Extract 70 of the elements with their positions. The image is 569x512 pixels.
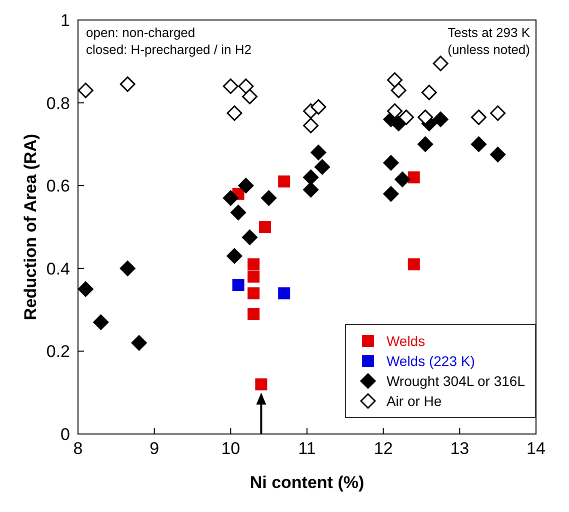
point	[226, 248, 242, 264]
point	[303, 118, 319, 134]
point	[421, 84, 437, 100]
x-tick-label: 13	[450, 439, 470, 458]
x-tick-label: 14	[526, 439, 546, 458]
point	[310, 99, 326, 115]
y-tick-label: 0.2	[46, 342, 70, 362]
point	[398, 110, 414, 126]
point	[390, 82, 406, 98]
legend-label: Welds (223 K)	[386, 353, 475, 369]
point	[238, 78, 254, 94]
point	[232, 278, 244, 291]
point	[303, 170, 319, 186]
y-tick-label: 0.4	[46, 259, 70, 278]
point	[120, 260, 136, 276]
point	[255, 378, 268, 390]
point	[432, 112, 448, 128]
point	[490, 105, 506, 121]
point	[238, 178, 254, 194]
point	[310, 144, 326, 160]
point	[432, 56, 448, 72]
y-tick-label: 0	[60, 425, 70, 444]
point	[242, 230, 258, 246]
point	[418, 136, 434, 152]
legend-label: Welds	[386, 333, 426, 349]
y-tick-label: 1	[60, 11, 70, 30]
x-tick-label: 8	[73, 439, 83, 458]
point	[383, 155, 399, 171]
point	[387, 103, 403, 119]
annotation: open: non-charged closed: H-precharged / in H2	[86, 24, 252, 58]
point	[408, 258, 420, 270]
x-tick-label: 11	[298, 439, 316, 458]
point	[490, 146, 506, 162]
point	[78, 281, 94, 297]
point	[278, 287, 290, 300]
point	[248, 258, 260, 270]
point	[248, 308, 260, 320]
point	[394, 172, 410, 188]
point	[222, 78, 238, 94]
legend-label: Air or He	[386, 393, 442, 409]
point	[230, 204, 246, 220]
point	[278, 175, 290, 188]
point	[248, 287, 260, 300]
point	[314, 159, 330, 175]
point	[471, 110, 486, 126]
point	[383, 186, 399, 202]
point	[418, 110, 434, 126]
x-axis-title: Ni content (%)	[250, 473, 364, 492]
x-tick-label: 9	[150, 439, 160, 458]
point	[387, 72, 403, 88]
point	[131, 335, 147, 351]
point	[471, 136, 486, 152]
y-tick-label: 0.6	[46, 176, 70, 196]
point	[303, 182, 319, 198]
point	[259, 221, 272, 233]
point	[226, 105, 242, 121]
y-tick-label: 0.8	[46, 94, 70, 113]
y-axis-title: Reduction of Area (RA)	[21, 134, 40, 320]
point	[222, 190, 238, 206]
x-tick-label: 12	[374, 439, 393, 458]
legend-label: Wrought 304L or 316L	[386, 373, 525, 389]
point	[120, 76, 136, 92]
x-tick-label: 10	[221, 439, 240, 458]
annotation: Tests at 293 K (unless noted)	[448, 24, 530, 58]
point	[408, 171, 420, 184]
point	[78, 82, 94, 98]
point	[248, 270, 260, 283]
point	[242, 88, 258, 104]
point	[93, 314, 109, 330]
point	[261, 190, 277, 206]
